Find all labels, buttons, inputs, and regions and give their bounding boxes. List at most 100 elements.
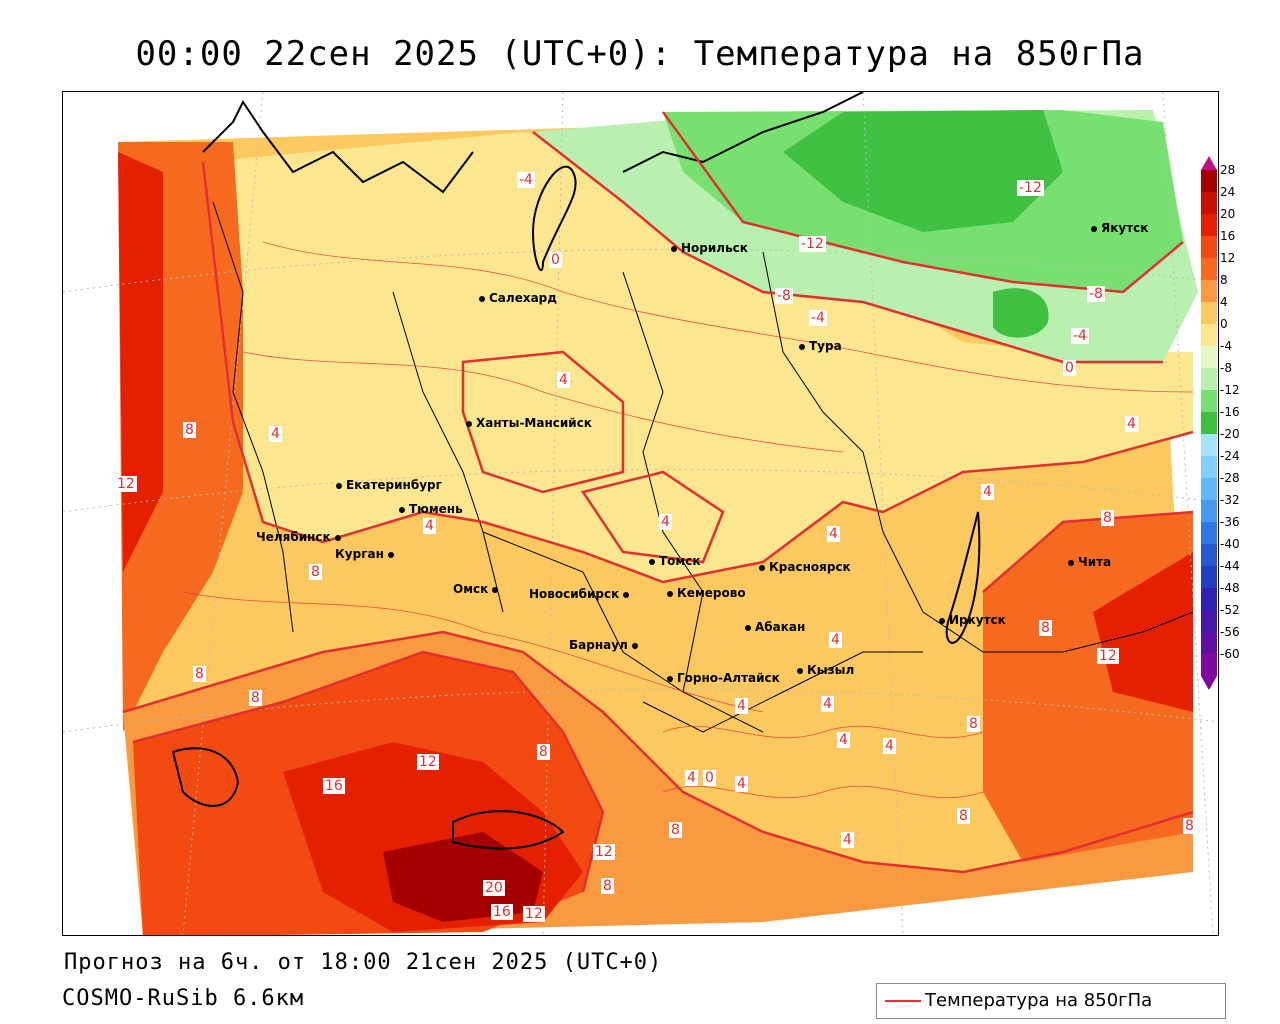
colorbar-segment [1201, 456, 1217, 478]
city-marker-icon [336, 482, 342, 489]
contour-label: 8 [1039, 620, 1052, 636]
contour-label: 12 [115, 476, 137, 492]
contour-label: 4 [659, 514, 672, 530]
colorbar-segment [1201, 214, 1217, 236]
contour-label: 8 [1183, 818, 1196, 834]
contour-label: 12 [417, 754, 439, 770]
region-0-4 [203, 132, 1193, 582]
colorbar-tick-label: 24 [1220, 185, 1236, 199]
colorbar-segment [1201, 390, 1217, 412]
city-tura: Тура [799, 339, 842, 353]
colorbar-tick-label: 0 [1220, 317, 1228, 331]
isotherms-minor [182, 241, 1194, 799]
contour-label: 4 [981, 484, 994, 500]
contour-label: 4 [735, 698, 748, 714]
legend-line-icon [885, 1000, 921, 1002]
city-marker-icon [387, 551, 394, 558]
map-area: Норильск Якутск Салехард Тура Ханты-Манс… [62, 91, 1219, 936]
contour-label: 4 [685, 770, 698, 786]
colorbar-segment [1201, 544, 1217, 566]
city-marker-icon [667, 675, 673, 682]
contour-label: 4 [821, 696, 834, 712]
region-cold-c [783, 110, 1063, 232]
city-marker-icon [623, 591, 630, 598]
colorbar-tick-label: -52 [1220, 603, 1240, 617]
model-name: COSMO-RuSib 6.6км [62, 986, 305, 1011]
city-gorno-altaysk: Горно-Алтайск [667, 671, 780, 685]
colorbar-tick-label: 8 [1220, 273, 1228, 287]
temperature-map [63, 92, 1218, 935]
city-khanty-mansiysk: Ханты-Мансийск [466, 416, 592, 430]
city-kemerovo: Кемерово [667, 586, 746, 600]
colorbar-segment [1201, 280, 1217, 302]
contour-label: 4 [837, 732, 850, 748]
colorbar-segment [1201, 170, 1217, 192]
colorbar-tick-label: 12 [1220, 251, 1236, 265]
colorbar-tick-label: -48 [1220, 581, 1240, 595]
colorbar-segment [1201, 192, 1217, 214]
city-yakutsk: Якутск [1091, 221, 1148, 235]
city-marker-icon [759, 564, 765, 571]
city-chita: Чита [1068, 555, 1111, 569]
contour-label: 8 [183, 422, 196, 438]
colorbar-tick-label: -12 [1220, 383, 1240, 397]
city-chelyabinsk: Челябинск [256, 530, 345, 544]
city-marker-icon [399, 506, 405, 513]
contour-label: 4 [883, 738, 896, 754]
contour-label: 0 [703, 770, 716, 786]
city-marker-icon [334, 534, 341, 541]
city-tomsk: Томск [649, 554, 701, 568]
colorbar-segment [1201, 566, 1217, 588]
contour-label: 4 [557, 372, 570, 388]
colorbar-tick-label: -56 [1220, 625, 1240, 639]
colorbar-segment [1201, 434, 1217, 456]
contour-label: 8 [309, 564, 322, 580]
city-krasnoyarsk: Красноярск [759, 560, 851, 574]
colorbar-tick-label: -8 [1220, 361, 1232, 375]
colorbar-segment [1201, 478, 1217, 500]
contour-label: -8 [1087, 286, 1105, 302]
city-marker-icon [799, 343, 805, 350]
contour-label: 8 [669, 822, 682, 838]
city-marker-icon [479, 295, 485, 302]
city-kyzyl: Кызыл [797, 663, 854, 677]
contour-label: 20 [483, 880, 505, 896]
forecast-info: Прогноз на 6ч. от 18:00 21сен 2025 (UTC+… [64, 950, 663, 975]
city-marker-icon [671, 245, 677, 252]
contour-label: 4 [269, 426, 282, 442]
city-kurgan: Курган [335, 547, 398, 561]
colorbar-tick-label: 16 [1220, 229, 1236, 243]
colorbar-segments [1201, 156, 1217, 690]
contour-label: 8 [537, 744, 550, 760]
contour-label: 16 [491, 904, 513, 920]
colorbar-segment [1201, 632, 1217, 654]
contour-label: -8 [775, 288, 793, 304]
contour-label: 4 [735, 776, 748, 792]
coastline [171, 92, 981, 850]
contour-label: -4 [809, 310, 827, 326]
colorbar-segment [1201, 610, 1217, 632]
region-cold-d [993, 288, 1049, 338]
city-barnaul: Барнаул [569, 638, 642, 652]
city-novosibirsk: Новосибирск [529, 587, 633, 601]
colorbar-segment [1201, 522, 1217, 544]
colorbar-min-arrow-icon [1201, 676, 1217, 690]
region-west-12 [118, 152, 163, 572]
colorbar-segment [1201, 412, 1217, 434]
colorbar-tick-label: -40 [1220, 537, 1240, 551]
colorbar-tick-label: -60 [1220, 647, 1240, 661]
map-title: 00:00 22сен 2025 (UTC+0): Температура на… [135, 34, 1145, 74]
region-south-20 [383, 832, 543, 922]
city-yekaterinburg: Екатеринбург [336, 478, 442, 492]
colorbar-tick-label: 20 [1220, 207, 1236, 221]
contour-label: 8 [193, 666, 206, 682]
colorbar-segment [1201, 258, 1217, 280]
contour-label: 8 [1101, 510, 1114, 526]
colorbar-tick-label: -16 [1220, 405, 1240, 419]
contour-label: 0 [1063, 360, 1076, 376]
colorbar-tick-label: -28 [1220, 471, 1240, 485]
colorbar-segment [1201, 368, 1217, 390]
graticule [63, 92, 1218, 935]
contour-label: 12 [523, 906, 545, 922]
city-salekhard: Салехард [479, 291, 557, 305]
